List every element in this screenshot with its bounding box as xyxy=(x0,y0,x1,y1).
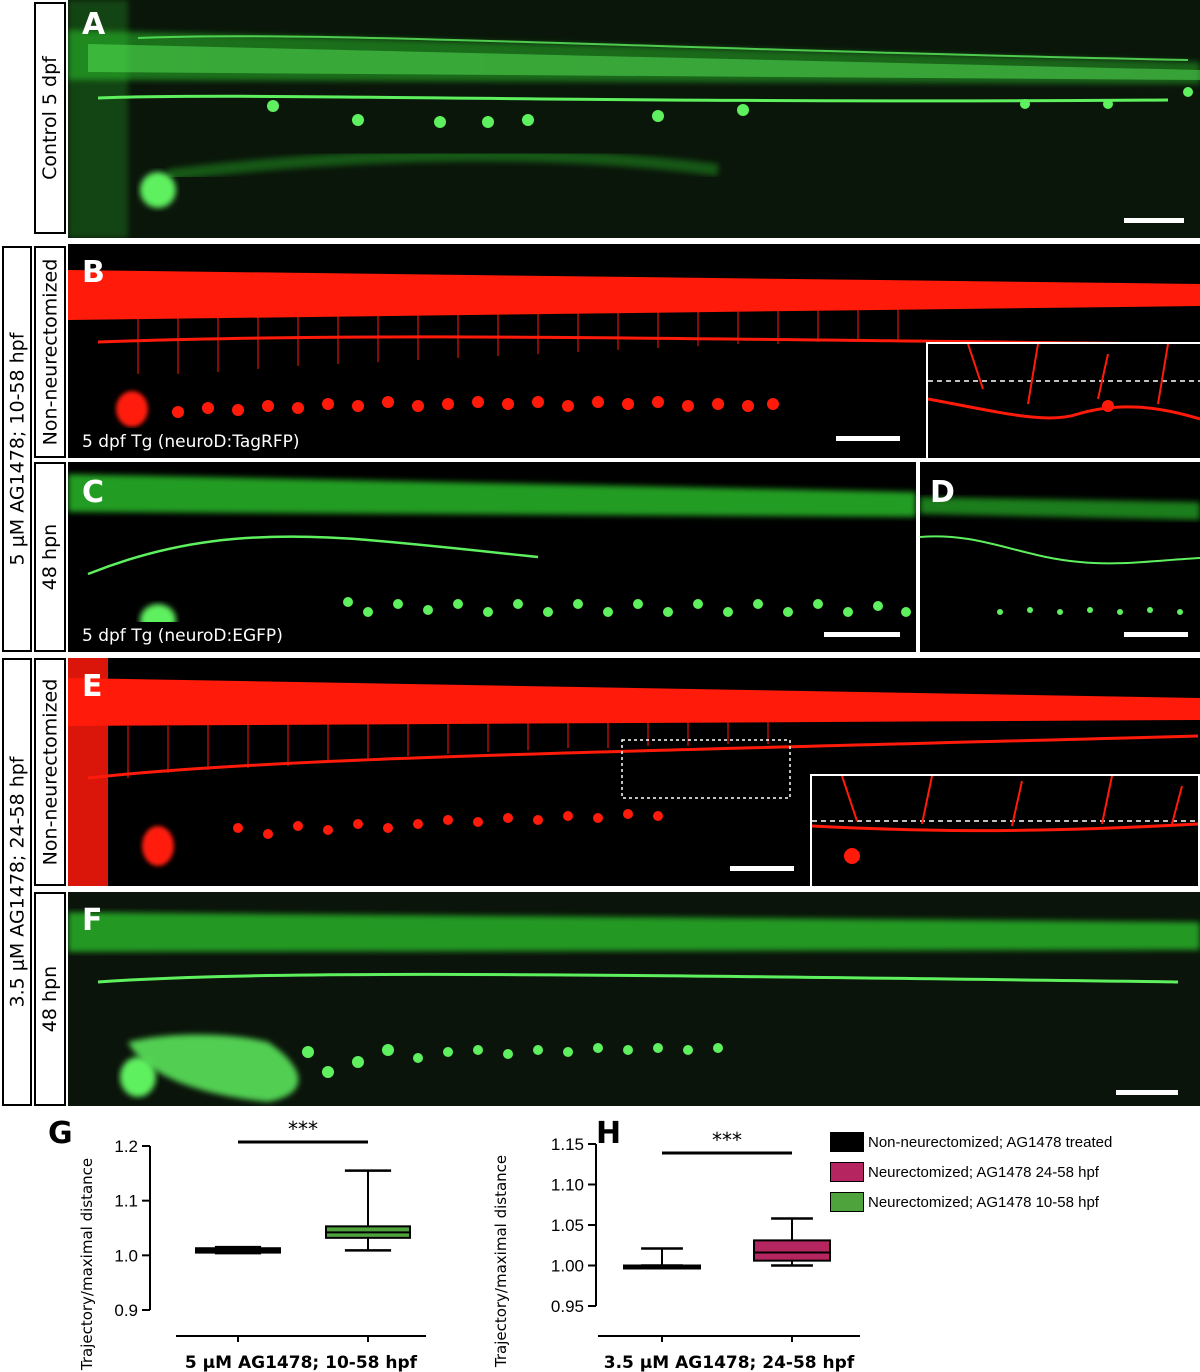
row-label-c: 48 hpn xyxy=(34,462,66,652)
panel-letter-a: A xyxy=(82,7,106,42)
scale-bar-f xyxy=(1116,1090,1178,1095)
panel-letter-c: C xyxy=(82,475,105,510)
legend-item-2: Neurectomized; AG1478 10-58 hpf xyxy=(830,1192,1099,1212)
caption-c: 5 dpf Tg (neuroD:EGFP) xyxy=(72,622,293,650)
panel-letter-d: D xyxy=(930,475,955,510)
panel-e-micrograph xyxy=(68,658,1200,886)
row-label-f: 48 hpn xyxy=(34,892,66,1106)
legend-label-2: Neurectomized; AG1478 10-58 hpf xyxy=(868,1193,1099,1211)
chart-letter-g: G xyxy=(48,1116,73,1151)
y-tick-label: 0.9 xyxy=(114,1301,138,1320)
x-axis-label: 5 μM AG1478; 10-58 hpf xyxy=(185,1353,418,1372)
panel-c-micrograph xyxy=(68,474,916,636)
scale-bar-c xyxy=(824,632,900,637)
legend-swatch-green xyxy=(830,1192,864,1212)
row-label-b: Non-neurectomized xyxy=(34,246,66,458)
y-tick-label: 1.15 xyxy=(551,1135,584,1154)
scale-bar-a xyxy=(1124,218,1184,223)
panel-a-micrograph xyxy=(68,0,1200,238)
panel-f-micrograph xyxy=(68,912,1200,1102)
y-tick-label: 1.05 xyxy=(551,1216,584,1235)
inset-b xyxy=(926,342,1200,458)
inset-b-micrograph xyxy=(928,344,1200,421)
y-tick-label: 1.10 xyxy=(551,1176,584,1195)
significance-marker: *** xyxy=(712,1128,742,1152)
group-label-2: 3.5 μM AG1478; 24-58 hpf xyxy=(2,658,32,1106)
panel-d-image: D xyxy=(920,462,1200,652)
caption-b: 5 dpf Tg (neuroD:TagRFP) xyxy=(72,428,310,456)
y-tick-label: 1.1 xyxy=(114,1192,138,1211)
scale-bar-d xyxy=(1124,632,1188,637)
panel-b-image: B 5 dpf Tg (neuroD:TagRFP) xyxy=(68,244,1200,458)
y-axis-label: Trajectory/maximal distance xyxy=(492,1155,510,1368)
row-label-e: Non-neurectomized xyxy=(34,658,66,886)
y-axis-label: Trajectory/maximal distance xyxy=(78,1158,96,1371)
scale-bar-e xyxy=(730,866,794,871)
row-label-a: Control 5 dpf xyxy=(34,2,66,234)
y-tick-label: 1.0 xyxy=(114,1246,138,1265)
legend-item-0: Non-neurectomized; AG1478 treated xyxy=(830,1132,1112,1152)
panel-c-image: C 5 dpf Tg (neuroD:EGFP) xyxy=(68,462,916,652)
significance-marker: *** xyxy=(288,1117,318,1141)
panel-d-micrograph xyxy=(920,497,1200,615)
group-label-1: 5 μM AG1478; 10-58 hpf xyxy=(2,246,32,652)
legend-label-1: Neurectomized; AG1478 24-58 hpf xyxy=(868,1163,1099,1181)
legend-swatch-magenta xyxy=(830,1162,864,1182)
legend-item-1: Neurectomized; AG1478 24-58 hpf xyxy=(830,1162,1099,1182)
panel-letter-e: E xyxy=(82,669,103,704)
panel-e-image: E xyxy=(68,658,1200,886)
chart-letter-h: H xyxy=(596,1116,622,1151)
x-axis-label: 3.5 μM AG1478; 24-58 hpf xyxy=(604,1353,855,1372)
inset-e xyxy=(810,774,1200,886)
panel-letter-b: B xyxy=(82,255,105,290)
y-tick-label: 1.2 xyxy=(114,1137,138,1156)
scale-bar-b xyxy=(836,436,900,441)
legend-swatch-black xyxy=(830,1132,864,1152)
legend-label-0: Non-neurectomized; AG1478 treated xyxy=(868,1133,1113,1151)
chart-g: Trajectory/maximal distance 0.9 1.0 1.1 1.2 5… xyxy=(78,1117,426,1372)
panel-a-image: A xyxy=(68,0,1200,238)
panel-b-micrograph xyxy=(68,270,1200,427)
chart-h: Trajectory/maximal distance 0.95 1.00 1.05 1… xyxy=(492,1128,860,1372)
y-tick-label: 0.95 xyxy=(551,1297,584,1316)
panel-letter-f: F xyxy=(82,903,103,938)
panel-f-image: F xyxy=(68,892,1200,1106)
box-1 xyxy=(753,1239,831,1262)
y-tick-label: 1.00 xyxy=(551,1257,584,1276)
inset-e-micrograph xyxy=(812,776,1198,864)
